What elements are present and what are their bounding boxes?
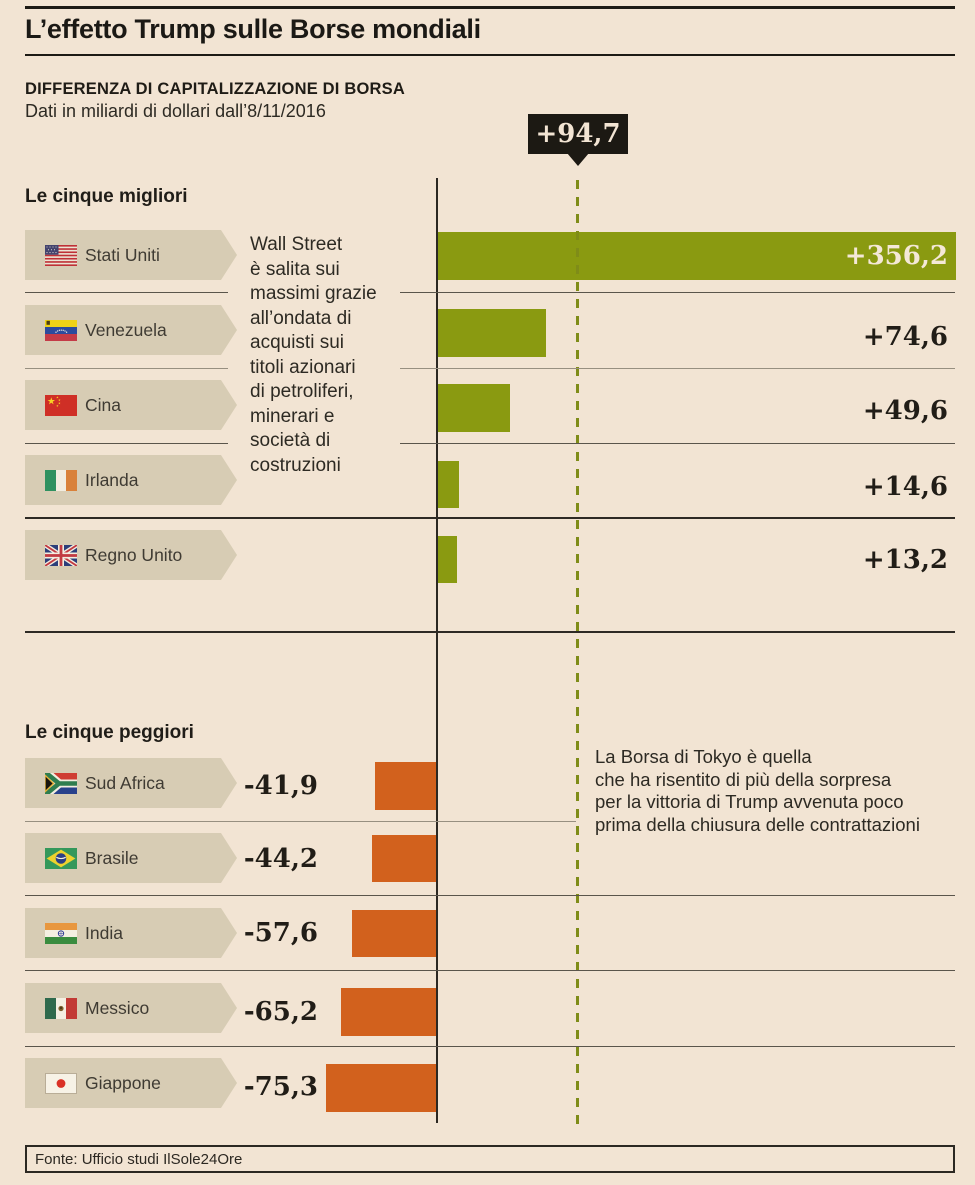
value-giappone: -75,3 [243, 1072, 318, 1102]
bar-stati-uniti [438, 232, 956, 280]
reference-dashed-line [576, 180, 579, 1130]
flag-stati-uniti-icon [45, 244, 77, 266]
country-label: Stati Uniti [85, 244, 160, 265]
country-tag-giappone: Giappone [25, 1058, 237, 1108]
row-separator [25, 970, 955, 971]
section-separator [25, 631, 955, 633]
value-brasile: -44,2 [243, 844, 318, 874]
country-label: Messico [85, 997, 150, 1018]
chart-unit-note: Dati in miliardi di dollari dall’8/11/20… [25, 101, 326, 121]
country-label: Venezuela [85, 319, 167, 340]
row-separator [25, 292, 228, 293]
top-rule [25, 6, 955, 9]
flag-irlanda-icon [45, 469, 77, 491]
country-label: Regno Unito [85, 544, 183, 565]
bar-messico [341, 988, 436, 1036]
chart-subtitle: DIFFERENZA DI CAPITALIZZAZIONE DI BORSA [25, 80, 405, 98]
country-label: Giappone [85, 1072, 161, 1093]
section-heading-best: Le cinque migliori [25, 186, 188, 207]
row-separator [25, 895, 955, 896]
flag-giappone-icon [45, 1072, 77, 1094]
country-label: Cina [85, 394, 121, 415]
source-box: Fonte: Ufficio studi IlSole24Ore [25, 1145, 955, 1173]
bar-sud-africa [375, 762, 436, 810]
flag-regno-unito-icon [45, 544, 77, 566]
bar-cina [438, 384, 510, 432]
page-title: L’effetto Trump sulle Borse mondiali [25, 14, 481, 44]
country-label: Brasile [85, 847, 139, 868]
bar-india [352, 910, 436, 957]
annotation-tokyo: La Borsa di Tokyo è quella che ha risent… [595, 746, 920, 835]
country-tag-regno-unito: Regno Unito [25, 530, 237, 580]
value-india: -57,6 [243, 918, 318, 948]
value-sud-africa: -41,9 [243, 771, 318, 801]
source-text: Fonte: Ufficio studi IlSole24Ore [35, 1150, 243, 1168]
annotation-wall-street: Wall Street è salita sui massimi grazie … [250, 234, 377, 476]
flag-sud-africa-icon [45, 772, 77, 794]
value-stati-uniti: +356,2 [844, 241, 948, 271]
reference-badge: +94,7 [528, 114, 628, 154]
country-tag-venezuela: Venezuela [25, 305, 237, 355]
flag-india-icon [45, 922, 77, 944]
country-tag-stati-uniti: Stati Uniti [25, 230, 237, 280]
row-separator [400, 443, 955, 444]
reference-badge-pointer-icon [567, 153, 589, 166]
bar-irlanda [438, 461, 459, 508]
flag-venezuela-icon [45, 319, 77, 341]
zero-axis-line [436, 178, 438, 1123]
row-separator [25, 821, 576, 822]
flag-brasile-icon [45, 847, 77, 869]
country-tag-messico: Messico [25, 983, 237, 1033]
value-venezuela: +74,6 [862, 322, 948, 352]
country-tag-sud-africa: Sud Africa [25, 758, 237, 808]
row-separator [25, 1046, 955, 1047]
bar-brasile [372, 835, 436, 882]
value-irlanda: +14,6 [862, 472, 948, 502]
value-cina: +49,6 [862, 396, 948, 426]
value-messico: -65,2 [243, 997, 318, 1027]
row-separator [25, 368, 228, 369]
flag-cina-icon [45, 394, 77, 416]
value-regno-unito: +13,2 [862, 545, 948, 575]
bar-venezuela [438, 309, 546, 357]
country-label: India [85, 922, 123, 943]
country-label: Irlanda [85, 469, 139, 490]
row-separator [400, 292, 955, 293]
bar-regno-unito [438, 536, 457, 583]
row-separator [25, 443, 228, 444]
country-label: Sud Africa [85, 772, 165, 793]
title-rule [25, 54, 955, 56]
country-tag-irlanda: Irlanda [25, 455, 237, 505]
row-separator [400, 368, 955, 369]
flag-messico-icon [45, 997, 77, 1019]
country-tag-cina: Cina [25, 380, 237, 430]
country-tag-india: India [25, 908, 237, 958]
country-tag-brasile: Brasile [25, 833, 237, 883]
bar-giappone [326, 1064, 436, 1112]
row-separator [25, 517, 955, 519]
section-heading-worst: Le cinque peggiori [25, 722, 194, 743]
